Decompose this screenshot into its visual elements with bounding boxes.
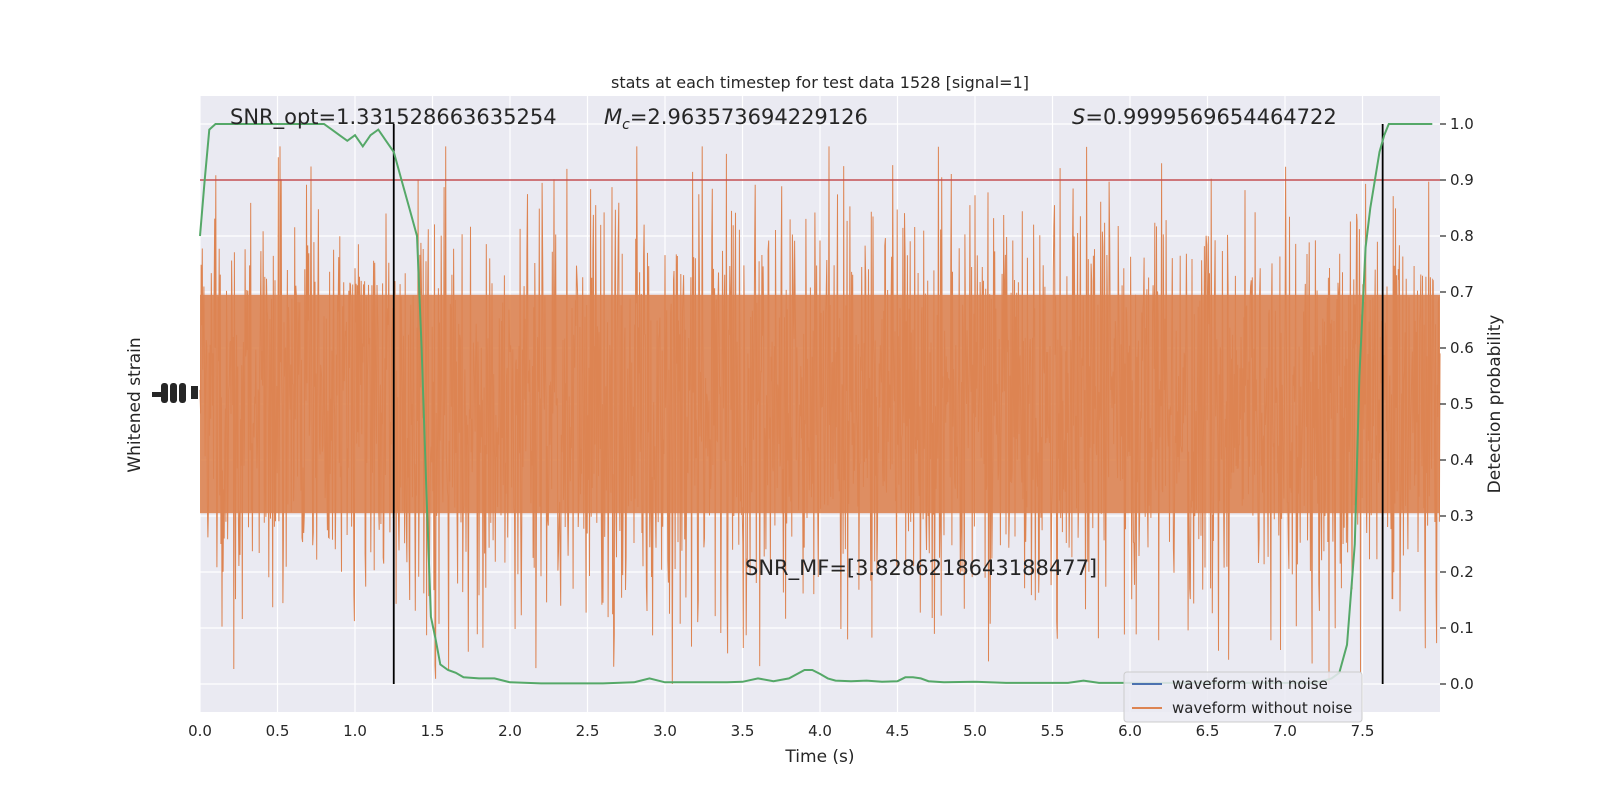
x-tick-label: 2.5 [576, 722, 600, 740]
left-axis-overlapping-ticks [152, 383, 198, 403]
x-tick-label: 3.0 [653, 722, 677, 740]
x-tick-label: 6.0 [1118, 722, 1142, 740]
y-axis-right-label: Detection probability [1485, 315, 1505, 494]
y-tick-label: 0.7 [1450, 283, 1474, 301]
y-tick-label: 0.4 [1450, 451, 1474, 469]
x-tick-label: 4.5 [886, 722, 910, 740]
y-axis-left-label: Whitened strain [125, 337, 145, 472]
x-tick-label: 7.0 [1273, 722, 1297, 740]
chirp-mass-symbol: M [604, 105, 622, 129]
y-tick-label: 0.1 [1450, 619, 1474, 637]
x-tick-label: 0.5 [266, 722, 290, 740]
x-axis-label: Time (s) [784, 747, 854, 767]
vertical-markers [392, 124, 1384, 684]
chart-title: stats at each timestep for test data 152… [611, 73, 1029, 92]
y-tick-label: 0.5 [1450, 395, 1474, 413]
s-symbol: S [1072, 105, 1085, 129]
x-tick-label: 3.5 [731, 722, 755, 740]
x-tick-label: 5.5 [1041, 722, 1065, 740]
legend-box [1123, 671, 1363, 723]
y-tick-label: 0.2 [1450, 563, 1474, 581]
snr-opt-annotation: SNR_opt=1.331528663635254 [230, 105, 557, 130]
y-tick-label: 1.0 [1450, 115, 1474, 133]
x-tick-label: 0.0 [188, 722, 212, 740]
x-tick-label: 7.5 [1351, 722, 1375, 740]
s-value: =0.9999569654464722 [1085, 105, 1336, 129]
s-annotation: S=0.9999569654464722 [1072, 105, 1337, 129]
x-tick-label: 1.0 [343, 722, 367, 740]
y-tick-label: 0.8 [1450, 227, 1474, 245]
x-tick-label: 1.5 [421, 722, 445, 740]
legend-label-without-noise: waveform without noise [1172, 699, 1352, 717]
chirp-mass-subscript: c [622, 117, 630, 133]
y-axis-right-ticks: 0.0 0.1 0.2 0.3 0.4 0.5 0.6 0.7 0.8 0.9 1.0 [1440, 115, 1474, 693]
y-tick-label: 0.9 [1450, 171, 1474, 189]
legend-label-with-noise: waveform with noise [1172, 675, 1328, 693]
y-tick-label: 0.0 [1450, 675, 1474, 693]
x-axis-ticks: 0.0 0.5 1.0 1.5 2.0 2.5 3.0 3.5 4.0 4.5 5.0 5.5 6.0 6… [188, 722, 1374, 740]
waveform-without-noise-trace [199, 146, 1441, 685]
x-tick-label: 6.5 [1196, 722, 1220, 740]
y-tick-label: 0.3 [1450, 507, 1474, 525]
x-tick-label: 5.0 [963, 722, 987, 740]
x-tick-label: 2.0 [498, 722, 522, 740]
x-tick-label: 4.0 [808, 722, 832, 740]
strain-band [200, 294, 1440, 514]
snr-mf-annotation: SNR_MF=[3.8286218643188477] [745, 556, 1097, 581]
y-tick-label: 0.6 [1450, 339, 1474, 357]
legend: waveform with noise waveform without noi… [1123, 671, 1363, 723]
chirp-mass-value: =2.963573694229126 [630, 105, 868, 129]
chirp-mass-annotation: Mc=2.963573694229126 [604, 105, 868, 133]
